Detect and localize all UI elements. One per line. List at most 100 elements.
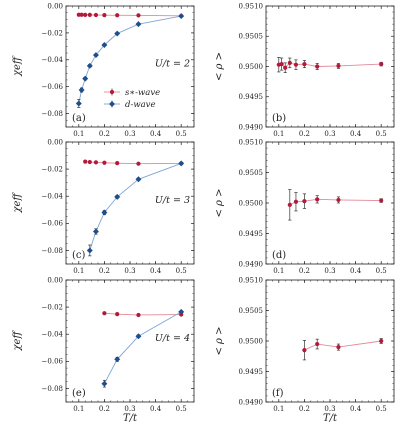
x-tick-label: 0.1 [273,267,284,275]
u-annotation: U/t = 2 [155,59,190,70]
y-tick-label: 0.9495 [239,230,264,238]
point-rho [293,62,299,67]
y-tick-label: 0.9510 [239,276,264,284]
point-rho [315,341,320,347]
point-s-wave [79,12,84,17]
y-axis-label: < ρ > [214,189,225,218]
series-line-d-wave [104,311,182,384]
x-tick-label: 0.5 [376,130,387,138]
point-rho [302,348,307,353]
y-tick-label: −0.06 [42,220,64,228]
y-tick-label: −0.08 [42,110,63,118]
panel-label-b: (b) [272,113,286,124]
legend-label-s-wave: s∗-wave [125,88,160,98]
point-d-wave [135,21,142,28]
panel-label-a: (a) [72,113,86,124]
point-d-wave [114,30,121,37]
point-s-wave [93,160,99,165]
y-tick-label: −0.02 [42,304,63,312]
y-tick-label: 0.9505 [239,169,264,177]
x-axis-label: T/t [123,413,138,424]
x-tick-label: 0.2 [99,405,110,413]
x-tick-label: 0.3 [124,405,135,413]
y-tick-label: 0.9490 [239,123,264,131]
point-s-wave [136,312,141,318]
x-tick-label: 0.5 [176,130,187,138]
y-axis-label: χeff [12,192,23,214]
point-d-wave [135,176,142,183]
series-line-s-wave [104,312,182,316]
x-tick-label: 0.5 [176,405,187,413]
point-rho [336,63,341,68]
y-tick-label: 0.00 [47,2,63,10]
panel-label-c: (c) [72,250,86,261]
y-tick-label: 0.9495 [239,93,264,101]
y-axis-label: < ρ > [214,52,225,81]
u-annotation: U/t = 3 [155,195,190,206]
point-rho [302,61,307,67]
panel-frame-f [265,279,395,403]
x-tick-label: 0.5 [376,267,387,275]
y-tick-label: −0.08 [42,247,63,255]
panel-label-d: (d) [272,250,286,261]
point-s-wave [102,160,107,165]
series-line-rho [304,340,382,351]
x-tick-label: 0.2 [299,130,310,138]
y-tick-label: 0.9500 [239,199,264,207]
legend-marker-s-wave [109,89,115,95]
x-tick-label: 0.1 [273,405,284,413]
point-rho [336,197,341,203]
x-tick-label: 0.2 [299,267,310,275]
y-tick-label: −0.08 [42,385,63,393]
y-axis-label: < ρ > [214,327,225,356]
y-tick-label: 0.9505 [239,307,264,315]
x-tick-label: 0.2 [299,405,310,413]
series-line-s-wave [85,161,182,165]
point-d-wave [101,380,108,387]
y-axis-label: χeff [12,55,23,77]
point-d-wave [178,13,185,20]
y-tick-label: 0.00 [47,138,63,146]
point-d-wave [101,42,108,48]
x-tick-label: 0.3 [124,267,135,275]
point-d-wave [75,100,82,107]
y-tick-label: 0.9500 [239,63,264,71]
y-tick-label: −0.06 [42,83,64,91]
x-tick-label: 0.2 [99,267,110,275]
y-axis-label: χeff [12,330,23,352]
x-tick-label: 0.4 [350,267,362,275]
x-tick-label: 0.5 [176,267,187,275]
y-tick-label: −0.02 [42,166,63,174]
x-tick-label: 0.4 [350,130,362,138]
point-s-wave [87,159,92,165]
point-s-wave [136,161,141,166]
point-d-wave [86,247,93,254]
y-tick-label: 0.9505 [239,33,264,41]
point-d-wave [135,333,142,340]
y-tick-label: −0.06 [42,358,64,366]
x-tick-label: 0.4 [150,405,162,413]
point-s-wave [115,161,120,166]
y-tick-label: 0.00 [47,276,63,284]
point-d-wave [178,160,185,167]
point-s-wave [102,13,107,18]
point-rho [293,199,299,204]
x-axis-label: T/t [323,413,338,424]
x-tick-label: 0.1 [273,130,284,138]
x-tick-label: 0.3 [124,130,135,138]
point-s-wave [102,311,107,316]
point-s-wave [93,12,99,18]
point-rho [336,345,341,350]
point-d-wave [82,75,89,82]
y-tick-label: 0.9495 [239,368,264,376]
y-tick-label: 0.9490 [239,398,264,406]
point-rho [283,65,288,70]
point-rho [315,64,320,69]
point-rho [302,199,307,204]
point-d-wave [178,308,185,315]
point-rho [379,338,384,344]
point-s-wave [87,12,92,17]
point-s-wave [83,159,88,164]
